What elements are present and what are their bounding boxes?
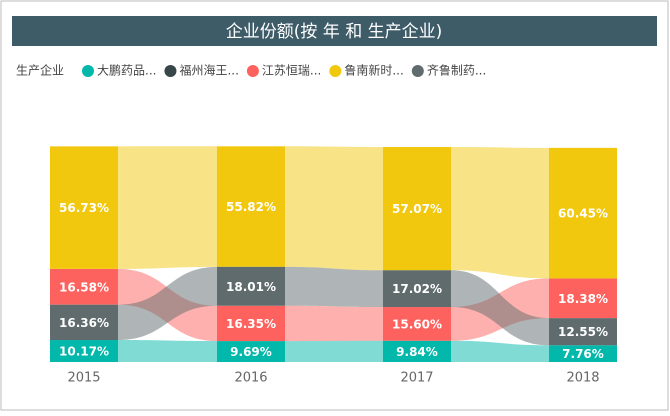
- legend-marker: [411, 65, 424, 77]
- legend-label: 鲁南新时...: [344, 63, 403, 78]
- ribbon: [285, 305, 383, 342]
- data-label: 57.07%: [392, 202, 442, 216]
- bar-segment: [549, 278, 617, 319]
- legend-label: 江苏恒瑞...: [262, 64, 321, 78]
- legend-label: 齐鲁制药...: [427, 63, 486, 78]
- legend-label: 大鹏药品...: [97, 64, 156, 78]
- data-label: 10.17%: [59, 345, 109, 359]
- data-label: 16.36%: [59, 316, 109, 330]
- chart-title: 企业份额(按 年 和 生产企业): [226, 22, 442, 42]
- ribbon: [118, 146, 217, 269]
- data-label: 15.60%: [392, 317, 442, 331]
- data-label: 60.45%: [558, 207, 608, 221]
- x-tick-label: 2016: [234, 371, 267, 386]
- x-tick-label: 2018: [566, 371, 599, 386]
- data-label: 55.82%: [226, 200, 276, 214]
- bar-segment: [50, 146, 118, 269]
- data-label: 17.02%: [392, 282, 442, 296]
- ribbon: [285, 146, 383, 271]
- legend-marker: [246, 65, 259, 77]
- ribbon: [451, 340, 549, 362]
- data-label: 9.84%: [396, 345, 438, 359]
- data-label: 7.76%: [562, 347, 604, 361]
- data-label: 16.35%: [226, 317, 276, 331]
- bar-segment: [217, 341, 285, 362]
- legend-marker: [164, 65, 177, 77]
- data-label: 18.01%: [226, 280, 276, 294]
- bar-segment: [50, 268, 118, 305]
- x-tick-label: 2015: [67, 371, 100, 386]
- data-label: 18.38%: [558, 292, 608, 306]
- bar-segment: [549, 345, 617, 362]
- bar-segment: [383, 270, 451, 308]
- bar-segment: [217, 266, 285, 306]
- bar-segment: [217, 305, 285, 342]
- data-label: 9.69%: [230, 345, 272, 359]
- bar-segment: [383, 340, 451, 362]
- legend-label: 福州海王...: [179, 63, 238, 78]
- bar-segment: [383, 307, 451, 341]
- title-bar: [12, 16, 657, 46]
- x-tick-label: 2017: [400, 371, 433, 386]
- bar-segment: [50, 340, 118, 362]
- data-label: 56.73%: [59, 201, 109, 215]
- legend-title: 生产企业: [16, 63, 64, 78]
- data-label: 16.58%: [59, 280, 109, 294]
- ribbon: [451, 270, 549, 346]
- ribbon: [118, 340, 217, 362]
- bar-segment: [549, 318, 617, 346]
- ribbon: [451, 147, 549, 279]
- ribbon: [118, 266, 217, 341]
- bar-segment: [50, 304, 118, 341]
- bar-segment: [549, 147, 617, 279]
- ribbon: [285, 266, 383, 308]
- bar-segment: [217, 146, 285, 267]
- legend-marker: [329, 65, 342, 77]
- data-label: 12.55%: [558, 325, 608, 339]
- ribbon: [285, 340, 383, 362]
- legend-marker: [82, 65, 94, 77]
- bar-segment: [383, 147, 451, 271]
